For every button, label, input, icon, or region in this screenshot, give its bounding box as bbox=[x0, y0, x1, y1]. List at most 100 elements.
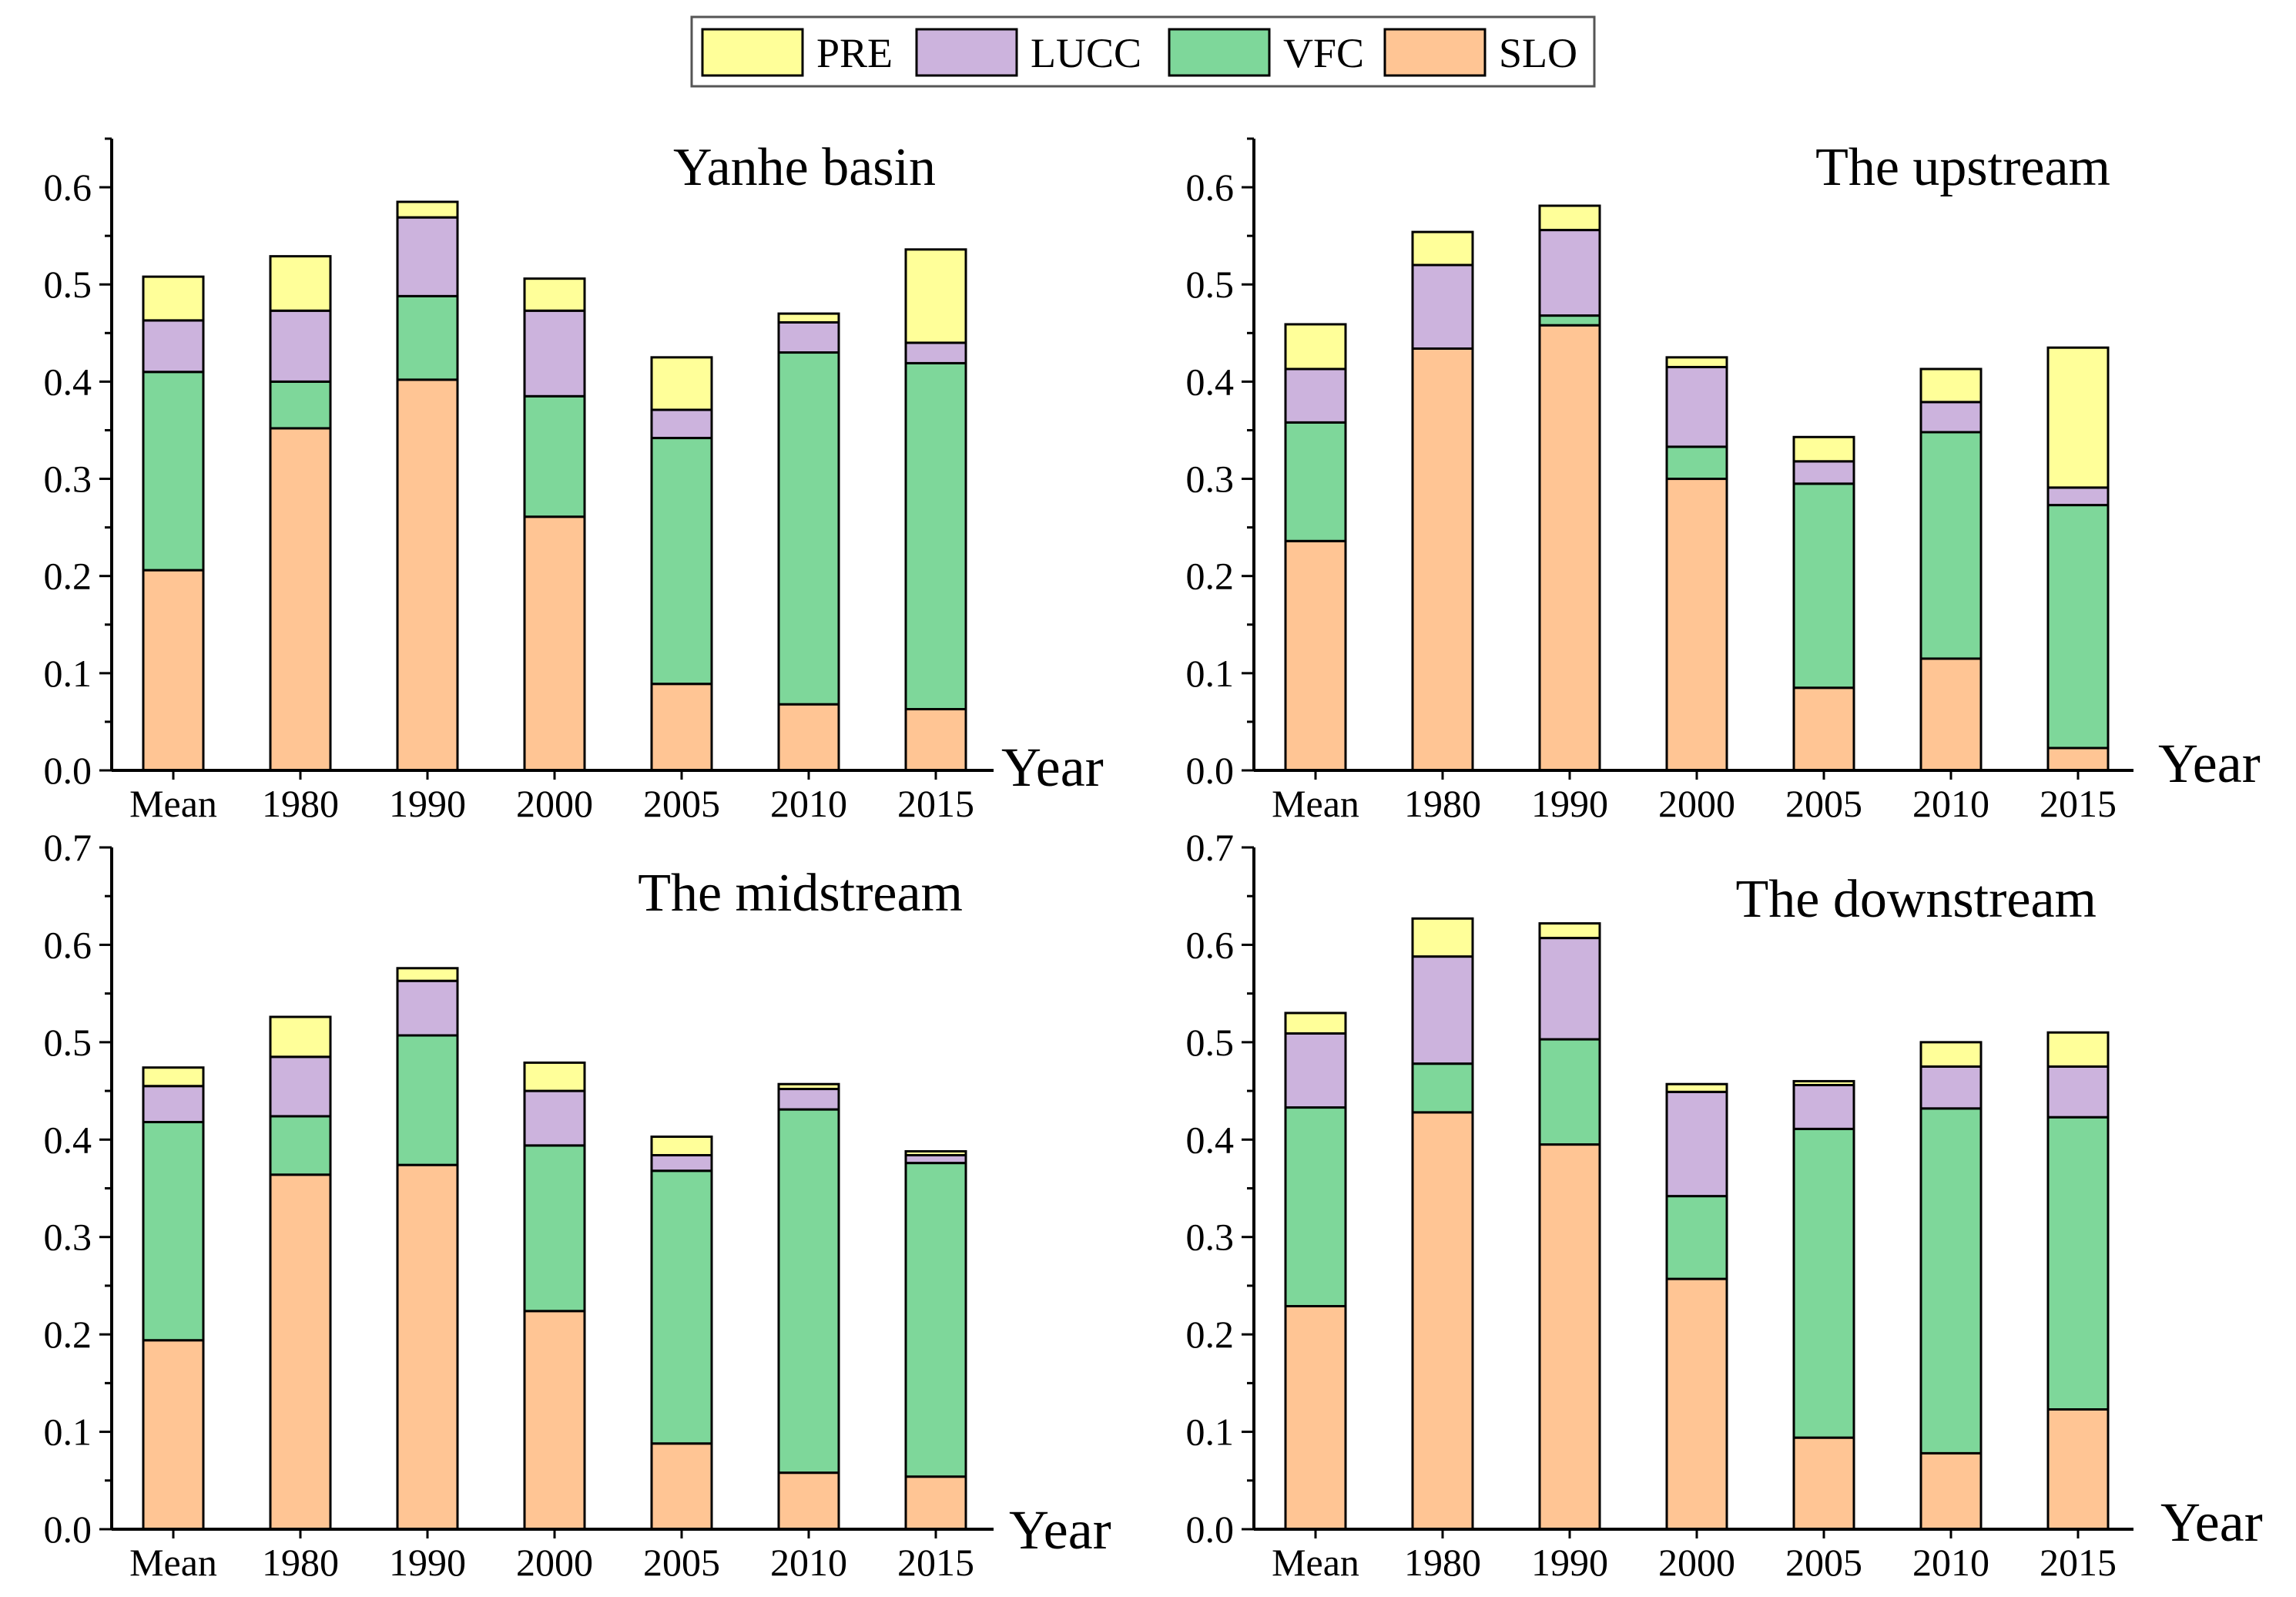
bar-segment-slo-2015 bbox=[904, 1475, 967, 1531]
bar-segment-vfc-2015 bbox=[904, 1162, 967, 1478]
bar-segment-slo-1990 bbox=[1538, 1143, 1601, 1531]
x-tick-label-2005: 2005 bbox=[1785, 1541, 1862, 1584]
y-tick-label: 0.0 bbox=[44, 1508, 92, 1551]
x-tick-label-2000: 2000 bbox=[1658, 1541, 1735, 1584]
legend-swatch-vfc bbox=[1168, 28, 1271, 77]
y-tick-label: 0.3 bbox=[44, 1216, 92, 1259]
bar-segment-slo-2010 bbox=[1919, 1451, 1983, 1531]
bar-segment-vfc-2010 bbox=[1919, 431, 1983, 660]
x-tick-label-mean: Mean bbox=[1272, 1541, 1359, 1584]
bar-segment-lucc-1990 bbox=[396, 216, 459, 297]
chart-panels: Mean 1980 1990 2000 2005 2010 2015 0.0 0.1 0.2 0.3… bbox=[44, 137, 2263, 1584]
y-tick-label: 0.4 bbox=[44, 360, 92, 403]
bar-segment-slo-2000 bbox=[523, 1310, 586, 1531]
y-tick-label: 0.5 bbox=[44, 263, 92, 306]
y-tick-label: 0.5 bbox=[44, 1021, 92, 1064]
y-tick-label: 0.6 bbox=[44, 923, 92, 966]
bar-segment-lucc-2015 bbox=[2046, 1065, 2110, 1119]
bar-segment-lucc-2015 bbox=[904, 341, 967, 364]
bar-segment-lucc-2000 bbox=[523, 309, 586, 398]
bar-segment-vfc-1980 bbox=[269, 1115, 332, 1176]
bar-segment-pre-1980 bbox=[269, 1015, 332, 1059]
bar-segment-vfc-2005 bbox=[1792, 482, 1855, 689]
x-tick-label-2015: 2015 bbox=[2040, 782, 2117, 825]
bar-segment-slo-1990 bbox=[396, 378, 459, 772]
y-tick-label: 0.1 bbox=[1186, 1411, 1235, 1454]
bar-segment-lucc-1980 bbox=[269, 1055, 332, 1118]
y-tick-label: 0.3 bbox=[1186, 458, 1235, 501]
bar-segment-lucc-1990 bbox=[1538, 229, 1601, 317]
legend-label-vfc: VFC bbox=[1283, 30, 1364, 76]
bar-segment-pre-mean bbox=[142, 1066, 205, 1088]
bar-segment-lucc-2015 bbox=[904, 1154, 967, 1165]
legend-label-lucc: LUCC bbox=[1031, 30, 1141, 76]
bar-segment-slo-2005 bbox=[1792, 686, 1855, 772]
bar-segment-lucc-1980 bbox=[269, 309, 332, 383]
y-tick-label: 0.6 bbox=[44, 166, 92, 209]
chart-panel-1: Mean 1980 1990 2000 2005 2010 2015 0.0 0.1 0.2 0.3… bbox=[44, 137, 1104, 825]
bar-segment-vfc-mean bbox=[142, 371, 205, 572]
panel-title: The downstream bbox=[1736, 870, 2097, 929]
bar-segment-lucc-2005 bbox=[1792, 1083, 1855, 1130]
y-tick-label: 0.2 bbox=[44, 555, 92, 598]
bar-segment-lucc-mean bbox=[142, 1085, 205, 1124]
bar-segment-lucc-2010 bbox=[1919, 1065, 1983, 1110]
bar-segment-slo-mean bbox=[142, 569, 205, 772]
y-tick-label: 0.6 bbox=[1186, 923, 1235, 966]
legend: PRE LUCC VFC SLO bbox=[690, 15, 1596, 88]
bar-segment-pre-mean bbox=[142, 275, 205, 322]
x-tick-label-2000: 2000 bbox=[1658, 782, 1735, 825]
bar-segment-slo-1980 bbox=[269, 427, 332, 772]
bar-segment-slo-2010 bbox=[1919, 657, 1983, 772]
x-tick-label-mean: Mean bbox=[129, 782, 217, 825]
bar-segment-pre-2005 bbox=[1792, 1079, 1855, 1086]
bar-segment-pre-2005 bbox=[1792, 435, 1855, 463]
y-tick-label: 0.0 bbox=[44, 749, 92, 792]
legend-item-lucc: LUCC bbox=[915, 28, 1141, 77]
x-axis-label: Year bbox=[2158, 733, 2261, 794]
y-tick-label: 0.3 bbox=[44, 458, 92, 501]
bar-segment-vfc-mean bbox=[142, 1121, 205, 1342]
bar-segment-slo-2015 bbox=[2046, 1407, 2110, 1531]
x-tick-label-1980: 1980 bbox=[262, 1541, 339, 1584]
bar-segment-vfc-2000 bbox=[523, 1144, 586, 1313]
bar-segment-vfc-2015 bbox=[904, 361, 967, 711]
y-tick-label: 0.0 bbox=[1186, 749, 1235, 792]
bar-segment-vfc-2010 bbox=[777, 1108, 840, 1475]
bar-segment-lucc-2010 bbox=[777, 1088, 840, 1111]
bar-segment-slo-2015 bbox=[904, 708, 967, 772]
panel-title: The upstream bbox=[1815, 138, 2110, 197]
panel-title: The midstream bbox=[638, 864, 963, 923]
bar-segment-pre-1980 bbox=[269, 255, 332, 312]
bar-segment-pre-1990 bbox=[1538, 204, 1601, 232]
x-axis-label: Year bbox=[1001, 736, 1104, 798]
y-tick-label: 0.4 bbox=[1186, 1118, 1235, 1161]
bar-segment-lucc-2010 bbox=[1919, 401, 1983, 434]
panel-title: Yanhe basin bbox=[673, 138, 936, 197]
x-tick-label-2000: 2000 bbox=[516, 1541, 593, 1584]
bar-segment-pre-2010 bbox=[1919, 1041, 1983, 1068]
x-tick-label-1980: 1980 bbox=[1404, 782, 1481, 825]
bar-segment-vfc-2015 bbox=[2046, 504, 2110, 750]
bar-segment-lucc-2000 bbox=[523, 1089, 586, 1147]
bar-segment-slo-2000 bbox=[1665, 1277, 1728, 1531]
x-axis-label: Year bbox=[2160, 1491, 2263, 1553]
bar-segment-slo-2005 bbox=[650, 1442, 713, 1531]
chart-panel-3: Mean 1980 1990 2000 2005 2010 2015 0.0 0.1 0.2 0.3… bbox=[44, 826, 1111, 1584]
bar-segment-lucc-1980 bbox=[1411, 263, 1474, 350]
bar-segment-vfc-2005 bbox=[650, 437, 713, 686]
legend-label-slo: SLO bbox=[1499, 30, 1577, 76]
bar-segment-slo-1990 bbox=[396, 1163, 459, 1531]
bar-segment-pre-1990 bbox=[1538, 922, 1601, 940]
bar-segment-vfc-1980 bbox=[1411, 1062, 1474, 1114]
chart-panel-4: Mean 1980 1990 2000 2005 2010 2015 0.0 0.1 0.2 0.3… bbox=[1186, 826, 2263, 1584]
bar-segment-vfc-2010 bbox=[777, 351, 840, 706]
bar-segment-vfc-2000 bbox=[1665, 1195, 1728, 1280]
bar-segment-pre-2015 bbox=[2046, 346, 2110, 489]
y-tick-label: 0.1 bbox=[44, 652, 92, 695]
x-tick-label-1990: 1990 bbox=[389, 1541, 466, 1584]
legend-swatch-slo bbox=[1383, 28, 1487, 77]
y-tick-label: 0.3 bbox=[1186, 1216, 1235, 1259]
